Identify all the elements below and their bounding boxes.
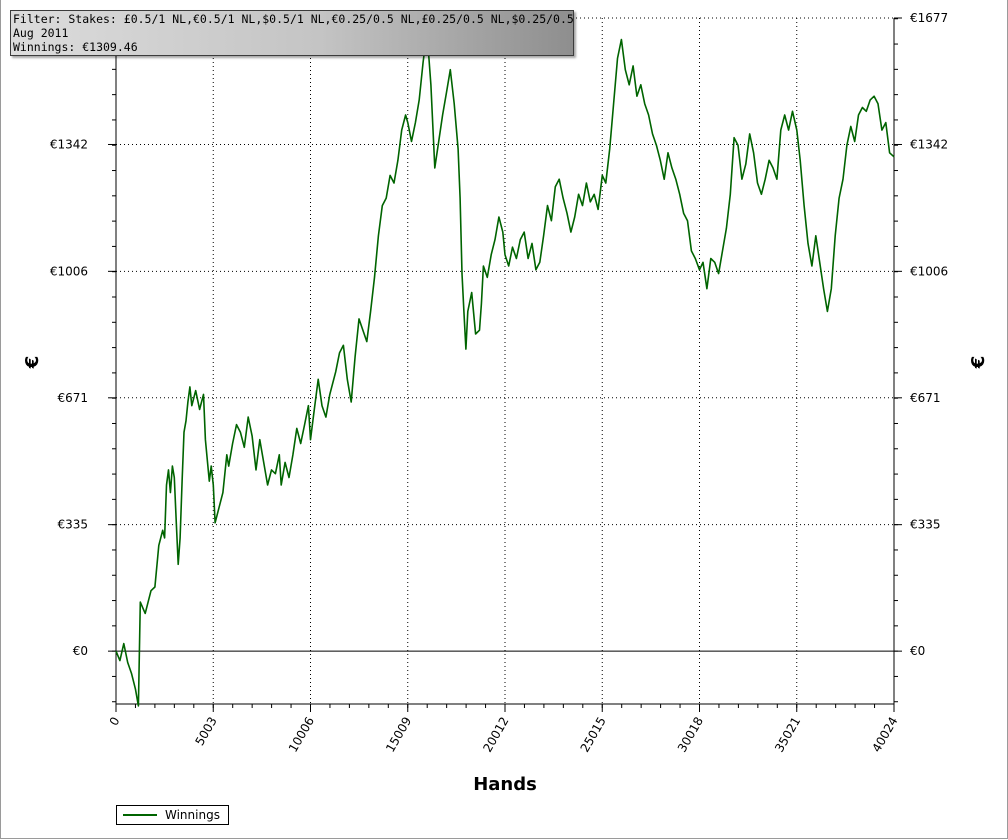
- x-tick-label: 40024: [869, 715, 900, 755]
- legend-swatch: [123, 814, 157, 816]
- y-tick-label-right: €1677: [910, 11, 948, 25]
- filter-text: Filter: Stakes: £0.5/1 NL,€0.5/1 NL,$0.5…: [13, 12, 574, 26]
- x-tick-label: 10006: [286, 715, 317, 755]
- y-axis-title-right: €: [968, 356, 989, 370]
- filter-info-box: Filter: Stakes: £0.5/1 NL,€0.5/1 NL,$0.5…: [10, 10, 574, 56]
- y-tick-label-left: €1342: [50, 137, 88, 151]
- x-tick-label: 0: [107, 715, 123, 729]
- y-tick-label-right: €1342: [910, 137, 948, 151]
- y-tick-label-left: €1006: [50, 264, 88, 278]
- x-tick-label: 15009: [383, 715, 414, 755]
- legend: Winnings: [116, 805, 229, 825]
- y-tick-label-left: €335: [57, 518, 88, 532]
- x-tick-label: 5003: [192, 715, 219, 748]
- winnings-series-line: [115, 31, 895, 707]
- y-tick-label-right: €1006: [910, 264, 948, 278]
- x-axis-title: Hands: [473, 774, 537, 795]
- y-tick-label-right: €335: [910, 518, 941, 532]
- x-tick-label: 20012: [480, 715, 511, 755]
- x-tick-label: 30018: [675, 715, 706, 755]
- x-tick-label: 25015: [578, 715, 609, 755]
- y-tick-label-left: €0: [73, 644, 88, 658]
- x-tick-label: 35021: [772, 715, 803, 755]
- winnings-text: Winnings: €1309.46: [13, 40, 138, 54]
- plot-background: [116, 18, 894, 704]
- y-axis-title-left: €: [22, 356, 43, 370]
- y-tick-label-right: €671: [910, 391, 941, 405]
- date-text: Aug 2011: [13, 26, 69, 40]
- legend-label: Winnings: [165, 808, 220, 822]
- y-tick-label-left: €671: [57, 391, 88, 405]
- y-tick-label-right: €0: [910, 644, 925, 658]
